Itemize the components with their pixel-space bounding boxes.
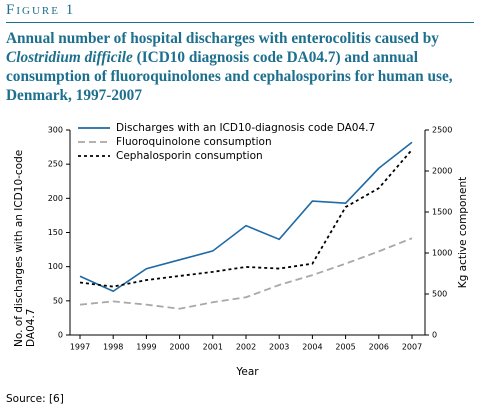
source: Source: [6] bbox=[6, 393, 64, 405]
y2-tick-label: 2000 bbox=[432, 167, 452, 176]
series-line bbox=[79, 149, 413, 288]
x-tick-label: 2000 bbox=[169, 343, 189, 352]
title-italic: Clostridium difficile bbox=[6, 49, 133, 66]
y2-tick-label: 0 bbox=[432, 331, 437, 340]
y2-axis-label: Kg active component bbox=[457, 177, 469, 289]
series-line bbox=[79, 237, 413, 310]
legend-label: Discharges with an ICD10-diagnosis code … bbox=[116, 122, 375, 134]
y-tick-label: 250 bbox=[48, 160, 63, 169]
x-tick-label: 1997 bbox=[70, 343, 90, 352]
x-tick-label: 2005 bbox=[335, 343, 355, 352]
y-tick-label: 150 bbox=[48, 228, 63, 237]
x-tick-label: 2003 bbox=[269, 343, 289, 352]
x-tick-label: 2007 bbox=[402, 343, 422, 352]
legend-label: Fluoroquinolone consumption bbox=[116, 136, 272, 148]
y-tick-label: 300 bbox=[48, 126, 63, 135]
y2-tick-label: 1000 bbox=[432, 249, 452, 258]
y-tick-label: 100 bbox=[48, 262, 63, 271]
rule bbox=[6, 22, 474, 23]
x-tick-label: 2002 bbox=[236, 343, 256, 352]
y-tick-label: 200 bbox=[48, 194, 63, 203]
y-axis-label: No. of discharges with an ICD10-code DA0… bbox=[13, 149, 37, 347]
x-tick-label: 2006 bbox=[369, 343, 389, 352]
y-tick-label: 50 bbox=[53, 296, 63, 305]
x-axis-label: Year bbox=[235, 366, 259, 378]
chart-title: Annual number of hospital discharges wit… bbox=[6, 29, 476, 105]
y-tick-label: 0 bbox=[58, 331, 63, 340]
figure-label: Figure 1 bbox=[6, 2, 76, 18]
y2-tick-label: 2500 bbox=[432, 126, 452, 135]
title-part: Annual number of hospital discharges wit… bbox=[6, 30, 439, 47]
y2-tick-label: 500 bbox=[432, 290, 447, 299]
x-tick-label: 2004 bbox=[302, 343, 322, 352]
y2-tick-label: 1500 bbox=[432, 208, 452, 217]
legend-label: Cephalosporin consumption bbox=[116, 150, 263, 162]
x-tick-label: 2001 bbox=[203, 343, 223, 352]
title-part: (ICD10 diagnosis code DA04.7) and annual… bbox=[6, 49, 453, 104]
series-line bbox=[79, 141, 413, 293]
x-tick-label: 1998 bbox=[103, 343, 123, 352]
x-tick-label: 1999 bbox=[136, 343, 156, 352]
